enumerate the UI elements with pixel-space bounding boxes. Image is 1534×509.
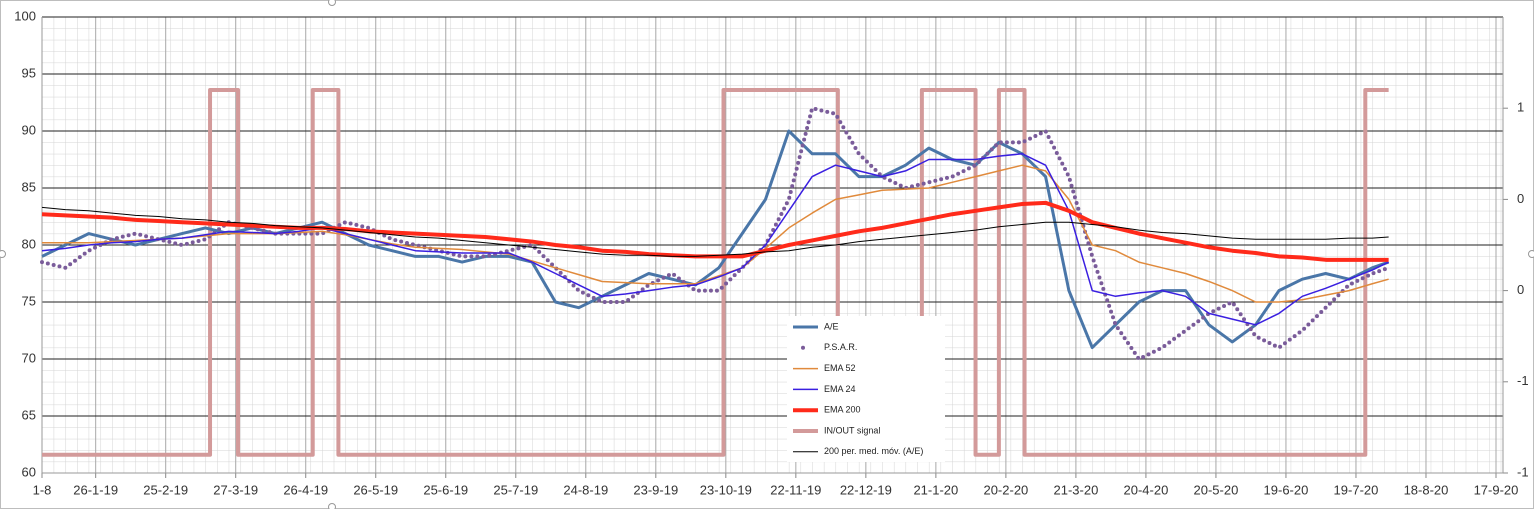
y-tick-label: 95 bbox=[22, 65, 36, 80]
legend-label: 200 per. med. móv. (A/E) bbox=[824, 446, 923, 456]
x-tick-label: 19-7-20 bbox=[1334, 482, 1379, 497]
legend-label: A/E bbox=[824, 321, 839, 331]
x-tick-label: 26-1-19 bbox=[73, 482, 118, 497]
x-tick-label: 25-7-19 bbox=[493, 482, 538, 497]
x-tick-label: 1-8 bbox=[33, 482, 52, 497]
handle bbox=[328, 0, 336, 6]
x-tick-label: 23-9-19 bbox=[633, 482, 678, 497]
y-tick-label: 75 bbox=[22, 293, 36, 308]
y-tick-label: 80 bbox=[22, 236, 36, 251]
legend-label: EMA 200 bbox=[824, 405, 861, 415]
legend-label: EMA 52 bbox=[824, 363, 856, 373]
y2-tick-label: 0 bbox=[1517, 191, 1524, 206]
x-tick-label: 22-11-19 bbox=[770, 482, 821, 497]
y-tick-label: 70 bbox=[22, 350, 36, 365]
y2-tick-label: -1 bbox=[1517, 373, 1529, 388]
y-tick-label: 90 bbox=[22, 122, 36, 137]
y2-tick-label: -1 bbox=[1517, 464, 1529, 479]
y-tick-label: 85 bbox=[22, 179, 36, 194]
y-tick-label: 100 bbox=[14, 8, 36, 23]
series-line bbox=[40, 106, 1391, 361]
y-tick-label: 60 bbox=[22, 464, 36, 479]
x-tick-label: 25-2-19 bbox=[143, 482, 188, 497]
handle bbox=[0, 250, 6, 258]
x-tick-label: 25-6-19 bbox=[423, 482, 468, 497]
series-line bbox=[41, 200, 1389, 262]
x-tick-label: 22-12-19 bbox=[840, 482, 892, 497]
handle bbox=[1528, 250, 1534, 258]
y2-tick-label: 0 bbox=[1517, 282, 1524, 297]
legend-label: IN/OUT signal bbox=[824, 425, 880, 435]
x-tick-label: 26-5-19 bbox=[353, 482, 398, 497]
x-tick-label: 17-9-20 bbox=[1474, 482, 1519, 497]
x-tick-label: 24-8-19 bbox=[563, 482, 608, 497]
x-tick-label: 27-3-19 bbox=[213, 482, 258, 497]
legend-label: P.S.A.R. bbox=[824, 342, 857, 352]
x-tick-label: 26-4-19 bbox=[283, 482, 328, 497]
x-tick-label: 19-6-20 bbox=[1264, 482, 1309, 497]
x-tick-label: 20-2-20 bbox=[983, 482, 1028, 497]
legend-label: EMA 24 bbox=[824, 384, 856, 394]
legend: A/E P.S.A.R. EMA 52 EMA 24 EMA 200 IN/OUT sig… bbox=[787, 316, 945, 462]
x-tick-label: 23-10-19 bbox=[700, 482, 752, 497]
x-tick-label: 21-3-20 bbox=[1053, 482, 1098, 497]
series-line bbox=[42, 87, 1389, 457]
x-tick-label: 21-1-20 bbox=[913, 482, 958, 497]
x-tick-label: 20-5-20 bbox=[1194, 482, 1239, 497]
series-line bbox=[41, 153, 1389, 326]
y-tick-label: 65 bbox=[22, 407, 36, 422]
y2-tick-label: 1 bbox=[1517, 100, 1524, 115]
series-line bbox=[41, 206, 1389, 257]
x-tick-label: 18-8-20 bbox=[1404, 482, 1449, 497]
x-tick-label: 20-4-20 bbox=[1124, 482, 1169, 497]
handle bbox=[328, 503, 336, 509]
